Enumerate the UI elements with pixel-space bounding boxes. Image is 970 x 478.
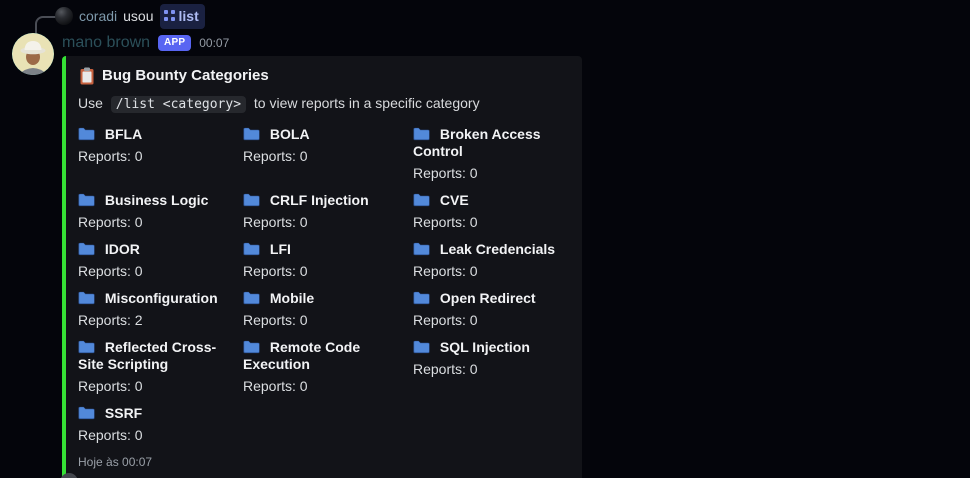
embed-footer-timestamp: Hoje às 00:07: [78, 455, 153, 469]
reply-username[interactable]: coradi: [79, 8, 118, 24]
folder-icon: [413, 127, 430, 141]
folder-icon: [78, 127, 95, 141]
category-report-count: Reports: 0: [243, 263, 308, 279]
category-field: IDOR Reports: 0: [78, 241, 243, 280]
embed: Bug Bounty Categories Use /list <categor…: [62, 56, 582, 478]
category-field: LFI Reports: 0: [243, 241, 413, 280]
reply-action-text: usou: [123, 8, 154, 24]
folder-icon: [243, 193, 260, 207]
category-report-count: Reports: 0: [413, 263, 478, 279]
category-report-count: Reports: 2: [78, 312, 143, 328]
folder-icon: [78, 242, 95, 256]
category-name: CVE: [413, 192, 566, 209]
category-name: LFI: [243, 241, 413, 258]
category-name: Misconfiguration: [78, 290, 243, 307]
category-field: Business Logic Reports: 0: [78, 192, 243, 231]
category-field: CVE Reports: 0: [413, 192, 566, 231]
category-report-count: Reports: 0: [78, 214, 143, 230]
category-name: CRLF Injection: [243, 192, 413, 209]
folder-icon: [78, 193, 95, 207]
category-name: Reflected Cross-Site Scripting: [78, 339, 217, 372]
category-name: Remote Code Execution: [243, 339, 361, 372]
slash-command-icon: [163, 10, 175, 21]
description-prefix: Use: [78, 95, 107, 111]
folder-icon: [78, 340, 95, 354]
next-message-avatar[interactable]: [60, 473, 78, 478]
category-report-count: Reports: 0: [78, 378, 143, 394]
folder-icon: [243, 242, 260, 256]
embed-title-row: Bug Bounty Categories: [78, 66, 566, 86]
author-avatar[interactable]: [12, 33, 54, 75]
app-badge: APP: [158, 35, 192, 51]
folder-icon: [413, 340, 430, 354]
interaction-context-row: coradi usou list: [55, 3, 205, 29]
clipboard-icon: [78, 67, 96, 85]
folder-icon: [78, 291, 95, 305]
category-name: Open Redirect: [413, 290, 566, 307]
category-report-count: Reports: 0: [78, 427, 143, 443]
category-name: BOLA: [243, 126, 413, 143]
folder-icon: [78, 406, 95, 420]
category-name: Mobile: [243, 290, 413, 307]
category-name: IDOR: [78, 241, 243, 258]
command-name: list: [178, 7, 199, 24]
category-field: Mobile Reports: 0: [243, 290, 413, 329]
category-report-count: Reports: 0: [243, 312, 308, 328]
author-username[interactable]: mano brown: [62, 34, 151, 51]
category-report-count: Reports: 0: [413, 312, 478, 328]
inline-code: /list <category>: [110, 96, 247, 113]
category-fields-grid: BFLA Reports: 0 BOLA Reports: 0 Broken A…: [78, 126, 566, 444]
category-field: CRLF Injection Reports: 0: [243, 192, 413, 231]
category-field: SQL Injection Reports: 0: [413, 339, 566, 378]
folder-icon: [243, 127, 260, 141]
category-name: Business Logic: [78, 192, 243, 209]
category-report-count: Reports: 0: [413, 214, 478, 230]
category-report-count: Reports: 0: [413, 361, 478, 377]
category-field: Reflected Cross-Site Scripting Reports: …: [78, 339, 243, 395]
folder-icon: [413, 193, 430, 207]
message-timestamp: 00:07: [199, 36, 230, 50]
category-report-count: Reports: 0: [243, 148, 308, 164]
folder-icon: [243, 291, 260, 305]
folder-icon: [413, 242, 430, 256]
folder-icon: [243, 340, 260, 354]
category-report-count: Reports: 0: [78, 148, 143, 164]
embed-description: Use /list <category> to view reports in …: [78, 94, 566, 114]
category-field: BOLA Reports: 0: [243, 126, 413, 165]
category-field: Leak Credencials Reports: 0: [413, 241, 566, 280]
category-report-count: Reports: 0: [243, 214, 308, 230]
reply-user-avatar[interactable]: [55, 7, 73, 25]
category-field: Broken Access Control Reports: 0: [413, 126, 566, 182]
category-name: SSRF: [78, 405, 243, 422]
category-report-count: Reports: 0: [243, 378, 308, 394]
category-report-count: Reports: 0: [413, 165, 478, 181]
reply-spine: [35, 16, 57, 38]
category-name: SQL Injection: [413, 339, 566, 356]
category-name: BFLA: [78, 126, 243, 143]
description-suffix: to view reports in a specific category: [250, 95, 480, 111]
category-name: Leak Credencials: [413, 241, 566, 258]
embed-title: Bug Bounty Categories: [102, 67, 269, 84]
folder-icon: [413, 291, 430, 305]
category-report-count: Reports: 0: [78, 263, 143, 279]
category-field: Misconfiguration Reports: 2: [78, 290, 243, 329]
category-field: Remote Code Execution Reports: 0: [243, 339, 413, 395]
category-field: BFLA Reports: 0: [78, 126, 243, 165]
category-field: Open Redirect Reports: 0: [413, 290, 566, 329]
message-header: mano brown APP 00:07: [62, 33, 229, 53]
command-mention[interactable]: list: [159, 3, 205, 29]
category-name: Broken Access Control: [413, 126, 541, 159]
category-field: SSRF Reports: 0: [78, 405, 243, 444]
